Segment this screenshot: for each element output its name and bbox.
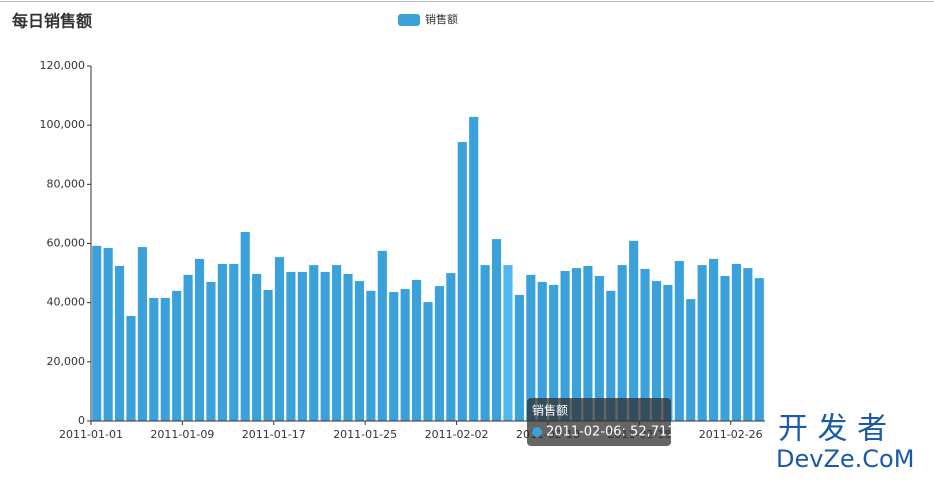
bar — [583, 265, 593, 421]
y-tick-label: 20,000 — [47, 355, 86, 368]
bar — [629, 240, 639, 421]
bar — [549, 284, 559, 421]
bar — [731, 263, 742, 421]
bar — [571, 268, 582, 421]
bar — [720, 276, 730, 421]
x-tick-label: 2011-01-01 — [59, 428, 123, 441]
bar — [594, 276, 604, 421]
bar — [160, 297, 170, 421]
bar — [446, 273, 456, 421]
bar — [92, 245, 102, 421]
tooltip-box — [527, 398, 671, 446]
bar — [412, 279, 422, 421]
tooltip-title: 销售额 — [532, 403, 568, 418]
bar — [274, 257, 285, 421]
bar — [491, 239, 502, 421]
bar — [423, 302, 433, 421]
bar — [617, 265, 627, 421]
bar — [640, 268, 650, 421]
watermark-site: DevZe.CoM — [776, 445, 914, 473]
bar — [194, 258, 205, 421]
x-tick-label: 2011-02-26 — [699, 428, 763, 441]
bar — [240, 231, 250, 421]
bar — [172, 290, 182, 421]
bar — [606, 290, 616, 421]
bar — [514, 294, 524, 421]
bar — [377, 250, 387, 421]
bar — [183, 274, 193, 421]
bar — [206, 281, 216, 421]
bar — [480, 265, 490, 421]
chart-title: 每日销售额 — [12, 12, 92, 31]
bar — [400, 289, 410, 421]
bar — [503, 265, 513, 421]
y-tick-label: 40,000 — [47, 296, 86, 309]
bar — [686, 299, 696, 421]
bar — [526, 274, 536, 421]
x-tick-label: 2011-01-09 — [150, 428, 214, 441]
y-tick-label: 60,000 — [47, 237, 86, 250]
tooltip: 销售额 2011-02-06: 52,711 — [527, 398, 676, 446]
bar — [297, 271, 307, 421]
bar — [434, 286, 444, 421]
legend-swatch[interactable] — [398, 14, 420, 26]
bar — [332, 265, 342, 421]
bar — [217, 263, 227, 421]
y-tick-label: 0 — [78, 414, 85, 427]
y-tick-label: 120,000 — [40, 59, 86, 72]
bar — [229, 263, 239, 421]
bar — [537, 281, 547, 421]
bar — [389, 292, 399, 421]
bar — [697, 265, 707, 421]
bar — [354, 281, 365, 421]
bar — [103, 247, 113, 421]
bar — [674, 260, 684, 421]
bar — [309, 265, 319, 421]
bar — [709, 258, 719, 421]
x-tick-label: 2011-01-17 — [242, 428, 306, 441]
bar — [286, 271, 296, 421]
bar — [469, 116, 479, 421]
bar — [560, 271, 570, 421]
tooltip-marker — [532, 427, 542, 437]
x-tick-label: 2011-01-25 — [333, 428, 397, 441]
bar — [149, 297, 159, 421]
bar — [754, 278, 764, 421]
bar — [126, 315, 136, 421]
tooltip-label: 2011-02-06: 52,711 — [546, 425, 676, 440]
watermark-title: 开 发 者 — [778, 412, 887, 447]
bar — [343, 273, 353, 421]
bar — [663, 284, 673, 421]
bar — [263, 289, 273, 421]
y-tick-label: 100,000 — [40, 118, 86, 131]
bar — [114, 265, 125, 421]
legend-label[interactable]: 销售额 — [425, 12, 458, 26]
bar — [457, 142, 467, 421]
bar — [252, 273, 262, 421]
x-tick-label: 2011-02-02 — [425, 428, 489, 441]
bar — [743, 268, 753, 421]
y-tick-label: 80,000 — [47, 177, 86, 190]
bar — [651, 281, 662, 421]
bar — [320, 271, 330, 421]
bar — [366, 290, 376, 421]
bar — [137, 247, 147, 421]
plot: 0 20,000 40,000 60,000 80,000 100,000 120,000 2… — [40, 59, 765, 441]
